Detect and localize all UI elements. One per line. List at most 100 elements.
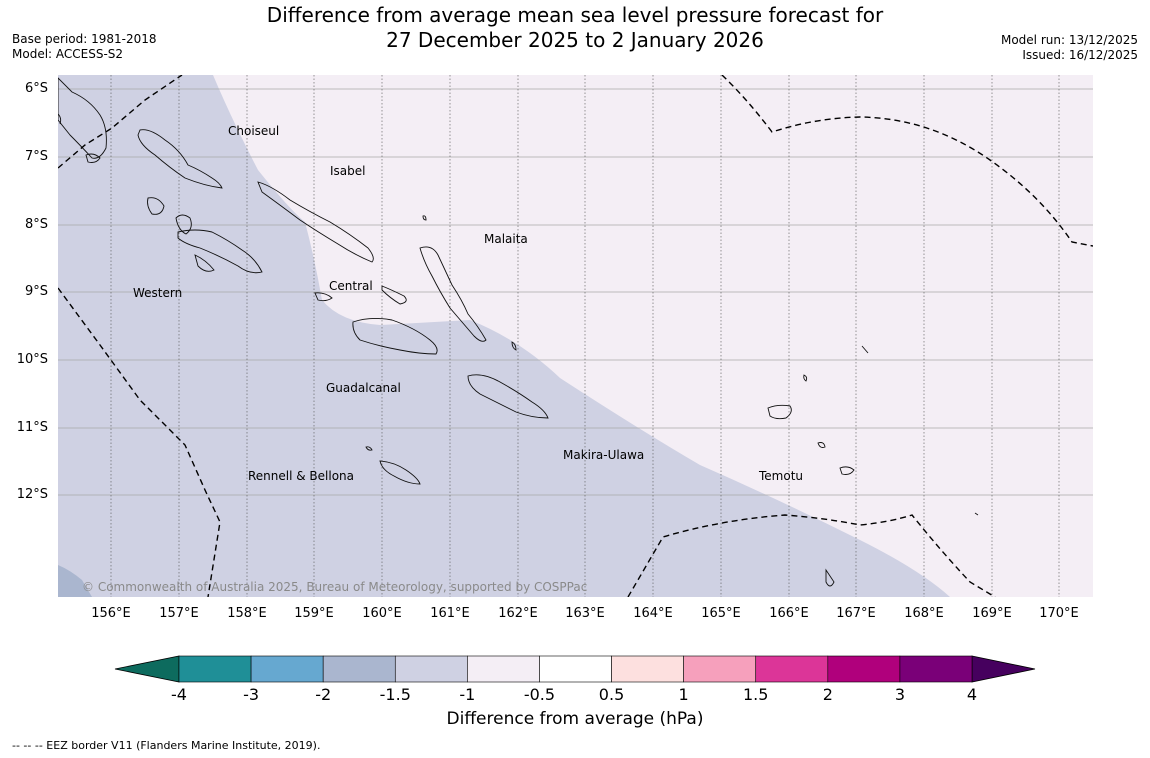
island-rennell [379, 460, 421, 485]
island-choiseul [137, 129, 223, 189]
lon-tick: 156°E [91, 606, 131, 621]
island-kolombangara [175, 214, 192, 235]
colorbar-tick-label: -0.5 [523, 685, 556, 704]
island-vella-lavella [147, 197, 165, 215]
chart-title: Difference from average mean sea level p… [0, 3, 1150, 53]
eez-border-northwest [58, 75, 183, 169]
label-choiseul: Choiseul [228, 124, 279, 138]
latitude-gridlines [58, 88, 1093, 496]
island-shortland [85, 153, 101, 163]
island-south [825, 568, 835, 587]
colorbar-tick-label: -1 [459, 685, 476, 704]
colorbar-label: Difference from average (hPa) [446, 709, 704, 729]
colorbar-segment [683, 655, 757, 683]
colorbar-segment [539, 655, 612, 683]
islands [58, 77, 979, 587]
lat-tick: 8°S [24, 217, 48, 232]
island-utupua [817, 442, 826, 448]
lat-tick: 12°S [16, 487, 48, 502]
base-period: Base period: 1981-2018 [12, 32, 157, 46]
colorbar-tick-label: 0.5 [598, 685, 625, 704]
lon-tick: 159°E [294, 606, 334, 621]
label-temotu: Temotu [758, 469, 803, 483]
island-santa-isabel-small [381, 285, 407, 305]
colorbar-tick-label: -2 [315, 685, 332, 704]
colorbar-segment [899, 655, 973, 683]
island-bougainville [58, 77, 107, 159]
meta-right: Model run: 13/12/2025 Issued: 16/12/2025 [1001, 33, 1138, 63]
colorbar-segment [467, 655, 540, 683]
lon-tick: 161°E [430, 606, 470, 621]
island-tikopia [974, 512, 979, 516]
colorbar-extend-low [114, 655, 180, 683]
eez-borders [58, 75, 1093, 597]
lon-tick: 157°E [159, 606, 199, 621]
lon-tick: 167°E [836, 606, 876, 621]
island-isabel [257, 181, 374, 263]
island-new-georgia [177, 229, 263, 274]
colorbar-tick-label: 1 [678, 685, 689, 704]
island-rendova [194, 254, 215, 272]
label-malaita: Malaita [484, 232, 528, 246]
province-labels: Choiseul Isabel Malaita Western Central … [133, 124, 803, 483]
colorbar-segment [827, 655, 901, 683]
label-makira-ulawa: Makira-Ulawa [563, 448, 644, 462]
lon-tick: 163°E [565, 606, 605, 621]
field-band-dark [58, 565, 92, 597]
title-line-2: 27 December 2025 to 2 January 2026 [386, 28, 764, 52]
island-ulawa [511, 341, 517, 351]
colorbar-tick-label: 2 [822, 685, 833, 704]
colorbar-segment [250, 655, 324, 683]
lon-tick: 165°E [701, 606, 741, 621]
lon-tick: 164°E [633, 606, 673, 621]
longitude-gridlines [110, 75, 1060, 597]
lat-tick: 6°S [24, 81, 48, 96]
copyright-notice: © Commonwealth of Australia 2025, Bureau… [82, 580, 588, 594]
lon-tick: 169°E [972, 606, 1012, 621]
island-makira [467, 374, 549, 419]
island-santa-cruz [767, 404, 792, 420]
island-small-1 [422, 215, 427, 221]
label-western: Western [133, 286, 182, 300]
island-guadalcanal [352, 317, 438, 355]
map-panel: Choiseul Isabel Malaita Western Central … [58, 75, 1093, 597]
lon-tick: 162°E [498, 606, 538, 621]
colorbar-tick-label: -1.5 [379, 685, 411, 704]
colorbar-segment [178, 655, 252, 683]
colorbar-segments [114, 655, 1036, 683]
title-line-1: Difference from average mean sea level p… [266, 3, 884, 27]
meta-left: Base period: 1981-2018 Model: ACCESS-S2 [12, 32, 157, 62]
issued-date: Issued: 16/12/2025 [1022, 48, 1138, 62]
model-run: Model run: 13/12/2025 [1000, 33, 1138, 47]
island-malaita [419, 246, 487, 342]
lon-tick: 170°E [1039, 606, 1079, 621]
lat-tick: 11°S [16, 420, 48, 435]
eez-border-west [58, 287, 221, 597]
colorbar-segment [755, 655, 829, 683]
island-reef-isles [803, 374, 808, 382]
lon-tick: 166°E [769, 606, 809, 621]
colorbar-segment [611, 655, 684, 683]
colorbar-tick-label: 4 [966, 685, 978, 704]
island-bellona [365, 446, 373, 451]
colorbar-tick-label: -3 [243, 685, 260, 704]
island-treasury [58, 113, 62, 125]
lat-tick: 10°S [16, 352, 48, 367]
lon-tick: 168°E [904, 606, 944, 621]
lon-tick: 158°E [227, 606, 267, 621]
lat-tick: 7°S [24, 149, 48, 164]
lon-tick: 160°E [362, 606, 402, 621]
colorbar-tick-label: 3 [894, 685, 905, 704]
label-guadalcanal: Guadalcanal [326, 381, 401, 395]
eez-legend-note: -- -- -- EEZ border V11 (Flanders Marine… [12, 739, 321, 752]
colorbar-tick-label: 1.5 [742, 685, 769, 704]
model-name: Model: ACCESS-S2 [12, 47, 124, 61]
label-central: Central [329, 279, 373, 293]
eez-border-northeast [721, 75, 1093, 247]
island-anuta [861, 345, 869, 354]
island-vanikoro [839, 466, 855, 475]
eez-border-south [627, 514, 996, 597]
colorbar-extend-high [971, 655, 1036, 683]
island-florida [314, 292, 333, 302]
label-rennell-bellona: Rennell & Bellona [248, 469, 354, 483]
